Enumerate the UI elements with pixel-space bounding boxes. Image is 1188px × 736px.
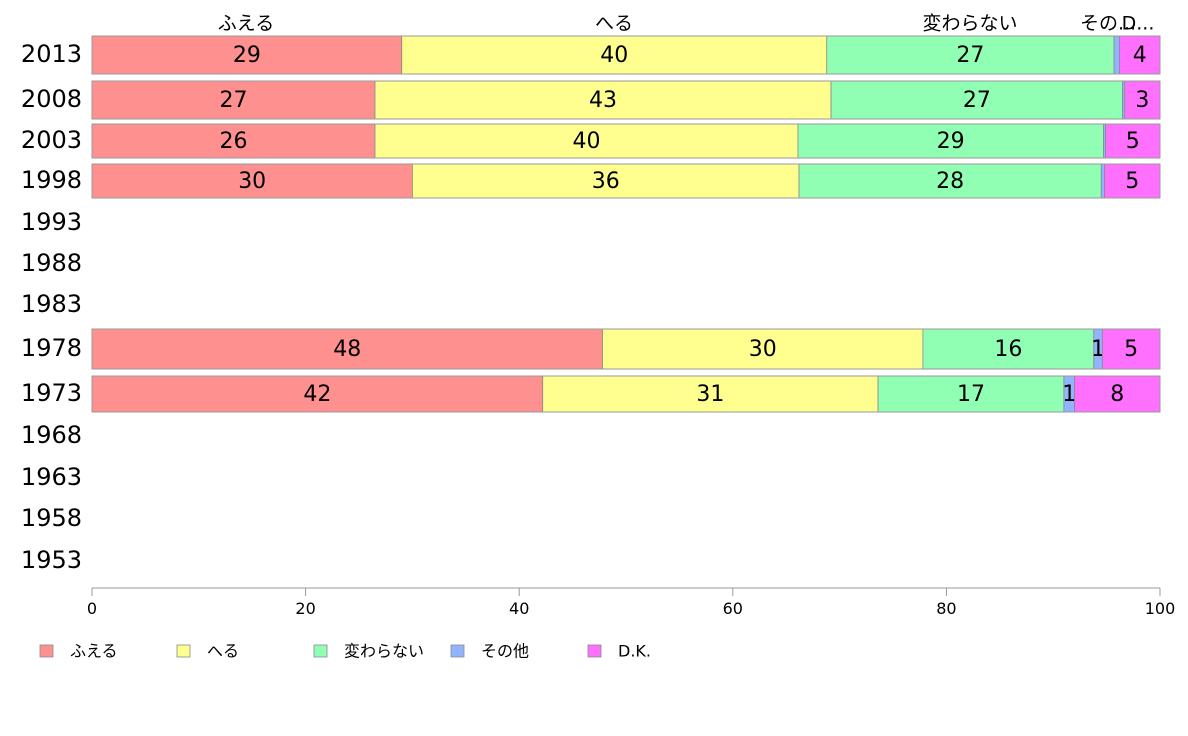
data-label: 8	[1110, 382, 1124, 407]
bar-segment	[798, 163, 1102, 199]
bar-outline	[91, 328, 1161, 370]
column-label: へる	[595, 13, 633, 35]
year-label: 1958	[21, 504, 82, 532]
data-label: 28	[936, 169, 964, 194]
bar-segment	[877, 375, 1065, 413]
year-label: 1988	[21, 249, 82, 277]
bar-segment	[1101, 328, 1161, 370]
legend-swatch	[587, 644, 602, 658]
bar-segment	[1074, 375, 1161, 413]
bar-outline	[91, 35, 1161, 75]
year-label: 1978	[21, 334, 82, 362]
year-label: 1983	[21, 290, 82, 318]
x-tick-label: 80	[936, 599, 956, 618]
x-tick-label: 20	[295, 599, 315, 618]
column-label: 変わらない	[922, 13, 1017, 35]
data-label: 27	[963, 88, 991, 113]
data-label: 27	[956, 43, 984, 68]
x-tick-label: 60	[723, 599, 743, 618]
legend-label: へる	[207, 642, 239, 661]
bar-segment	[797, 123, 1104, 159]
data-label: 5	[1124, 337, 1138, 362]
data-label: 29	[937, 129, 965, 154]
data-label: 4	[1133, 43, 1147, 68]
bar-segment	[374, 123, 799, 159]
column-label: その...	[1080, 13, 1136, 35]
bar-outline	[91, 163, 1161, 199]
data-label: 29	[233, 43, 261, 68]
data-label: 30	[238, 169, 266, 194]
year-label: 1968	[21, 421, 82, 449]
bars: 29 40 27 427 43 27 326 40 29 530 36 28 548 30 16 1 542 31…	[91, 35, 1161, 413]
data-label: 30	[749, 337, 777, 362]
year-label: 2008	[21, 85, 82, 113]
year-label: 1963	[21, 463, 82, 491]
data-label: 26	[220, 129, 248, 154]
data-label: 1	[1062, 382, 1076, 407]
column-label: ふえる	[218, 13, 274, 35]
year-label: 2003	[21, 126, 82, 154]
data-label: 17	[957, 382, 985, 407]
year-label: 1953	[21, 546, 82, 574]
year-label: 1993	[21, 208, 82, 236]
data-label: 40	[572, 129, 600, 154]
bar-segment	[91, 375, 544, 413]
bar-segment	[1100, 163, 1105, 199]
x-tick-label: 0	[87, 599, 97, 618]
year-label: 1973	[21, 379, 82, 407]
year-labels: 2013 2008 2003 1998 1993 1988 1983 1978 1973 1968…	[21, 40, 82, 574]
year-label: 1998	[21, 166, 82, 194]
legend: ふえる へる 変わらない その他 D.K.	[39, 642, 651, 661]
data-label: 48	[333, 337, 361, 362]
legend-label: D.K.	[618, 642, 651, 661]
bar-segment	[411, 163, 800, 199]
data-label: 40	[600, 43, 628, 68]
x-tick-label: 40	[509, 599, 529, 618]
bar-segment	[1104, 163, 1161, 199]
data-label: 43	[589, 88, 617, 113]
year-label: 2013	[21, 40, 82, 68]
data-label: 16	[994, 337, 1022, 362]
bar-outline	[91, 80, 1161, 120]
data-label: 27	[220, 88, 248, 113]
data-label: 5	[1125, 169, 1139, 194]
data-label: 1	[1091, 337, 1105, 362]
legend-label: ふえる	[70, 642, 118, 661]
data-label: 3	[1135, 88, 1149, 113]
legend-label: その他	[481, 642, 529, 661]
bar-outline	[91, 123, 1161, 159]
legend-swatch	[313, 644, 328, 658]
bar-outline	[91, 375, 1161, 413]
x-axis: 0 20 40 60 80 100	[87, 587, 1176, 618]
bar-segment	[1113, 35, 1120, 75]
column-labels: ふえる へる 変わらない その...D...	[218, 13, 1155, 35]
data-label: 31	[696, 382, 724, 407]
bar-segment	[1105, 123, 1161, 159]
data-label: 42	[303, 382, 331, 407]
column-label: D...	[1122, 13, 1155, 35]
bar-segment	[830, 80, 1124, 120]
legend-label: 変わらない	[344, 642, 424, 661]
data-label: 5	[1126, 129, 1140, 154]
x-tick-label: 100	[1145, 599, 1176, 618]
legend-swatch	[39, 644, 54, 658]
data-label: 36	[592, 169, 620, 194]
legend-swatch	[450, 644, 465, 658]
legend-swatch	[176, 644, 191, 658]
